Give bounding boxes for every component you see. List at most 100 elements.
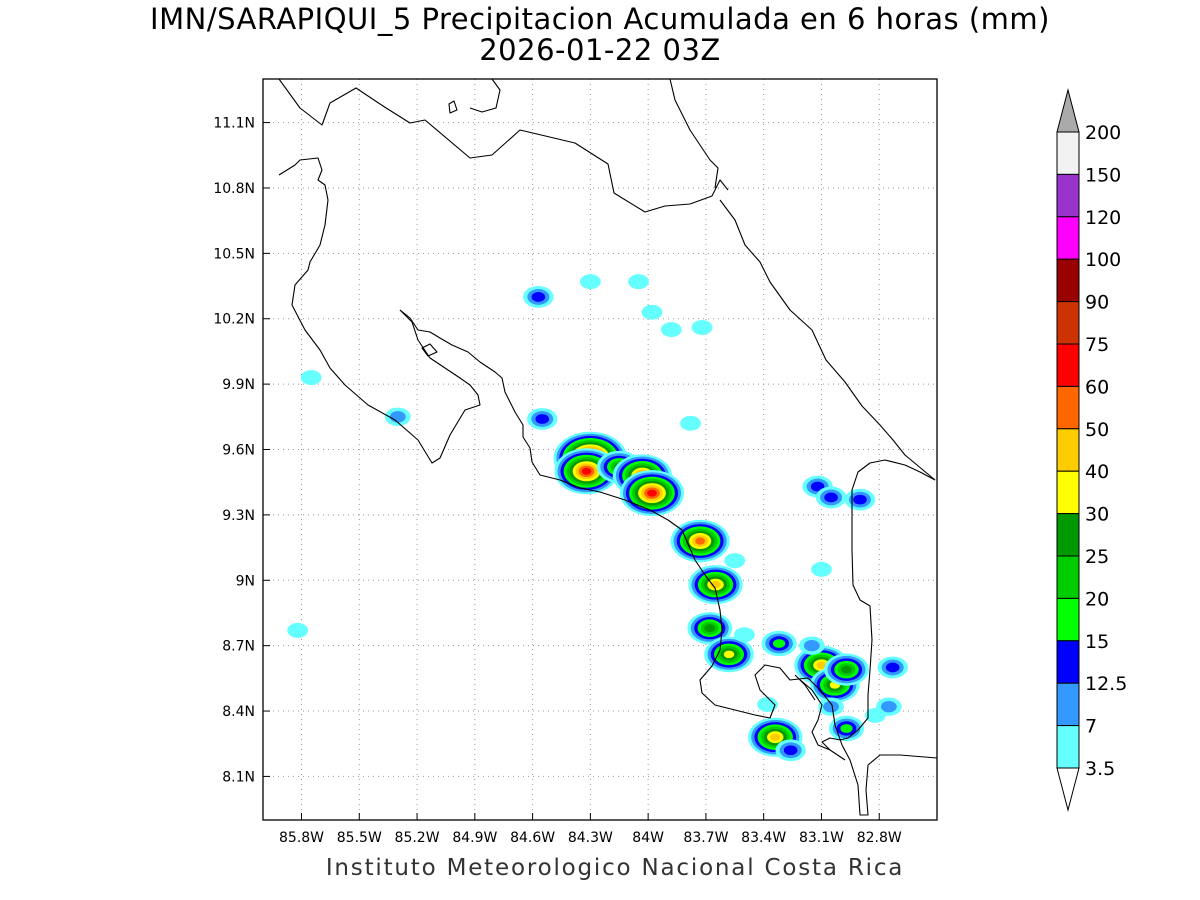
colorbar-swatch <box>1056 131 1080 175</box>
chira-island <box>421 343 438 357</box>
caribbean-coast-north <box>669 79 719 189</box>
precip-contour <box>816 661 827 669</box>
colorbar-label: 25 <box>1085 546 1109 568</box>
tick-label-lon: 84.6W <box>510 830 555 846</box>
colorbar-top-arrow <box>1056 88 1080 133</box>
colorbar-swatch <box>1056 385 1080 430</box>
precip-cell <box>680 415 701 431</box>
colorbar-label: 3.5 <box>1085 758 1115 780</box>
precip-contour <box>803 639 820 652</box>
precip-contour <box>287 622 309 638</box>
colorbar-swatch <box>1056 597 1080 642</box>
precip-cell <box>628 274 649 290</box>
precip-contour <box>531 292 546 302</box>
precip-cell <box>734 627 755 643</box>
tick-label-lon: 85.2W <box>395 830 440 846</box>
precip-contour <box>581 467 592 475</box>
precip-contour <box>864 707 886 723</box>
precip-contour <box>811 561 832 577</box>
precip-contour <box>579 274 601 290</box>
small-island <box>448 100 458 114</box>
colorbar-swatch <box>1056 216 1080 260</box>
tick-label-lon: 83.1W <box>799 830 844 846</box>
colorbar-swatch <box>1056 301 1080 345</box>
precip-cell <box>691 319 713 335</box>
precip-cell <box>757 696 778 712</box>
precip-cell <box>704 636 754 673</box>
precip-contour <box>695 537 706 545</box>
precip-cell <box>818 697 844 716</box>
precip-contour <box>880 700 897 713</box>
colorbar-label: 200 <box>1085 122 1121 144</box>
precip-contour <box>885 662 900 673</box>
credit-text: Instituto Meteorologico Nacional Costa R… <box>325 855 905 881</box>
precip-cell <box>287 622 309 638</box>
panama-border <box>821 459 936 761</box>
tick-label-lat: 9N <box>236 573 255 589</box>
precip-contour <box>710 581 721 589</box>
tick-label-lat: 9.9N <box>222 377 255 393</box>
colorbar-swatch <box>1056 640 1080 684</box>
colorbar-label: 150 <box>1085 164 1121 186</box>
pacific-coast-north <box>278 157 481 464</box>
colorbar-label: 20 <box>1085 588 1109 610</box>
tick-label-lon: 84W <box>632 830 664 846</box>
lake-nicaragua-shore <box>469 79 501 113</box>
tick-label-lat: 8.7N <box>222 639 255 655</box>
tick-label-lat: 10.5N <box>213 246 255 262</box>
precip-contour <box>723 650 735 659</box>
precip-cell <box>877 656 908 679</box>
precip-cell <box>670 519 730 563</box>
colorbar-label: 120 <box>1085 207 1121 229</box>
longitude-axis: 85.8W 85.5W 85.2W 84.9W 84.6W 84.3W 84W 83.7W 83… <box>279 813 902 846</box>
colorbar-label: 30 <box>1085 504 1109 526</box>
precip-contour <box>810 481 825 492</box>
precip-contour <box>389 411 406 423</box>
colorbar-swatch <box>1056 173 1080 218</box>
tick-label-lon: 84.3W <box>568 830 613 846</box>
precip-contour <box>770 733 781 741</box>
colorbar-bottom-arrow <box>1056 767 1080 812</box>
precipitation-cells <box>287 274 908 762</box>
latitude-axis: 11.1N 10.8N 10.5N 10.2N 9.9N 9.6N 9.3N 9N 8.7N 8.… <box>213 116 270 785</box>
precip-cell <box>641 304 663 320</box>
tick-label-lon: 84.9W <box>452 830 497 846</box>
precip-contour <box>300 370 322 386</box>
precip-cell <box>660 322 682 338</box>
precip-cell <box>724 553 746 569</box>
northern-border <box>278 79 729 213</box>
precip-contour <box>772 639 786 648</box>
tick-label-lat: 9.3N <box>222 508 255 524</box>
tick-label-lon: 83.4W <box>741 830 786 846</box>
precip-contour <box>823 700 839 713</box>
precip-cell <box>527 408 558 430</box>
precip-cell <box>523 286 554 308</box>
precip-contour <box>680 415 701 431</box>
precip-contour <box>824 492 838 503</box>
precip-contour <box>641 304 663 320</box>
tick-label-lon: 85.5W <box>337 830 382 846</box>
precip-contour <box>691 319 713 335</box>
precip-cell <box>619 470 684 517</box>
colorbar-label: 75 <box>1085 334 1109 356</box>
precip-cell <box>815 486 847 509</box>
precip-cell <box>748 717 803 757</box>
colorbar-swatch <box>1056 725 1080 769</box>
precip-contour <box>853 494 867 505</box>
precip-contour <box>535 414 550 424</box>
colorbar-swatch <box>1056 428 1080 472</box>
precip-contour <box>647 489 657 497</box>
precip-contour <box>704 624 716 633</box>
precip-cell <box>844 488 876 511</box>
colorbar-label: 90 <box>1085 292 1109 314</box>
tick-label-lon: 82.8W <box>857 830 902 846</box>
colorbar-label: 12.5 <box>1085 673 1127 695</box>
colorbar-swatch <box>1056 258 1080 303</box>
burica-coast <box>794 674 816 701</box>
colorbar-swatch <box>1056 555 1080 599</box>
precip-cell <box>554 448 619 495</box>
tick-label-lon: 83.7W <box>683 830 728 846</box>
tick-label-lat: 8.4N <box>222 704 255 720</box>
tick-label-lon: 85.8W <box>279 830 324 846</box>
colorbar-label: 40 <box>1085 461 1109 483</box>
